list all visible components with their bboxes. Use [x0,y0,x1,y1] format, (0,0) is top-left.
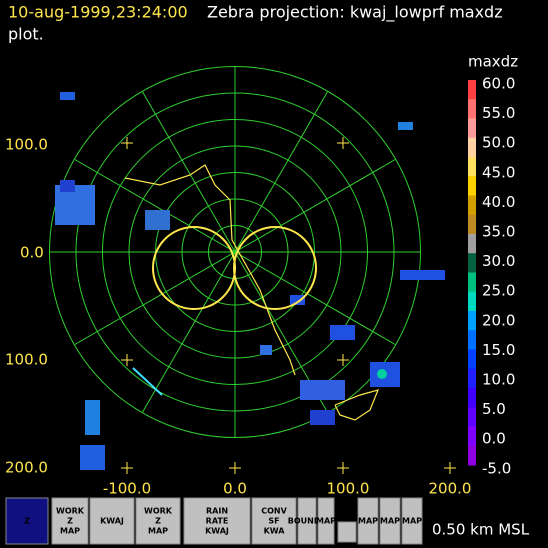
x-label: -100.0 [103,480,151,498]
tool-icon-label: BOUNDS [288,517,327,526]
range-ring [49,66,421,438]
range-rings [49,66,456,474]
tool-icon[interactable] [251,497,297,545]
colorbar-swatch [468,214,476,235]
tool-icon[interactable] [357,497,379,545]
x-label: 100.0 [327,480,370,498]
colorbar-swatch [468,234,476,254]
colorbar-label: 30.0 [482,252,515,270]
colorbar-label: -5.0 [482,459,511,477]
colorbar-label: 0.0 [482,430,506,448]
x-label: 0.0 [223,480,247,498]
azimuth-line [74,159,396,345]
tool-icon-label: MAP [402,517,422,526]
colorbar-label: 35.0 [482,223,515,241]
tool-icon-label: MAP [148,527,168,536]
tool-icon[interactable] [51,497,89,545]
tool-icon-label: MAP [380,517,400,526]
colorbar-label: 45.0 [482,163,515,181]
toolbar: ZWORKZMAPKWAJWORKZMAPRAINRATEKWAJCONVSFK… [5,497,423,545]
altitude-status: 0.50 km MSL [432,521,530,539]
colorbar-label: 50.0 [482,134,515,152]
colorbar-swatch [468,368,476,389]
tool-icon[interactable] [317,497,335,545]
tool-icon[interactable] [401,497,423,545]
colorbar-swatch [468,253,476,273]
colorbar-swatch [468,272,476,293]
colorbar-label: 55.0 [482,104,515,122]
colorbar-swatch [468,195,476,216]
title: Zebra projection: kwaj_lowprf maxdz [207,3,503,23]
colorbar-swatch [468,349,476,370]
colorbar-swatch [468,157,476,177]
colorbar-label: 20.0 [482,311,515,329]
colorbar-swatch [468,330,476,350]
tool-icon-label: Z [24,517,30,526]
tool-icon-label: MAP [316,517,336,526]
tool-icon-label: KWA [264,527,286,536]
coastline [124,164,380,421]
colorbar-label: 15.0 [482,341,515,359]
tool-icon[interactable] [135,497,181,545]
colorbar-swatch [468,311,476,331]
tool-icon-label: KWAJ [205,527,229,536]
colorbar: 60.0 55.0 50.0 45.0 40.0 35.0 30.0 25.0 20.0 15.0… [468,75,515,477]
y-label: 100.0 [5,351,48,369]
colorbar-swatch [468,176,476,196]
tool-icon-label: RAIN [206,507,228,516]
colorbar-field: maxdz [468,53,518,71]
tool-icon-label: CONV [261,507,287,516]
colorbar-label: 5.0 [482,400,506,418]
radar-echoes [55,92,445,470]
colorbar-swatch [468,118,476,139]
tool-icon[interactable] [5,497,49,545]
tool-icon-label: RATE [206,517,229,526]
tool-icon-label: SF [268,517,279,526]
grid-cross [337,137,349,149]
tool-icon-label: MAP [358,517,378,526]
colorbar-label: 60.0 [482,75,515,93]
y-label: 100.0 [5,136,48,154]
grid-cross [121,354,133,366]
x-label: 200.0 [429,480,472,498]
grid-cross [337,462,349,474]
title-cont: plot. [8,25,44,44]
tool-icon-label: Z [67,517,73,526]
colorbar-swatch [468,99,476,119]
time: 10-aug-1999,23:24:00 [8,3,188,22]
colorbar-swatch [468,445,476,466]
tool-icon[interactable] [89,497,135,545]
colorbar-label: 40.0 [482,193,515,211]
tool-icon-label: Z [155,517,161,526]
grid-cross [444,462,456,474]
tool-icon-label: KWAJ [100,517,124,526]
colorbar-swatch [468,291,476,312]
grid-cross [121,137,133,149]
colorbar-swatch [468,137,476,158]
colorbar-swatch [468,426,476,447]
colorbar-label: 10.0 [482,371,515,389]
marker-line [132,367,163,396]
colorbar-label: 25.0 [482,282,515,300]
tool-icon[interactable] [379,497,401,545]
tool-icon[interactable] [183,497,251,545]
tool-icon-label: WORK [144,507,173,516]
grid-cross [121,462,133,474]
grid-cross [337,354,349,366]
tool-icon[interactable] [297,497,317,545]
grid-cross [229,462,241,474]
colorbar-swatch [468,407,476,427]
colorbar-swatch [468,80,476,100]
tool-icon [337,521,357,543]
y-label: 200.0 [5,459,48,477]
y-label: 0.0 [20,244,44,262]
tool-icon-label: MAP [60,527,80,536]
colorbar-swatch [468,388,476,408]
tool-icon-label: WORK [56,507,85,516]
